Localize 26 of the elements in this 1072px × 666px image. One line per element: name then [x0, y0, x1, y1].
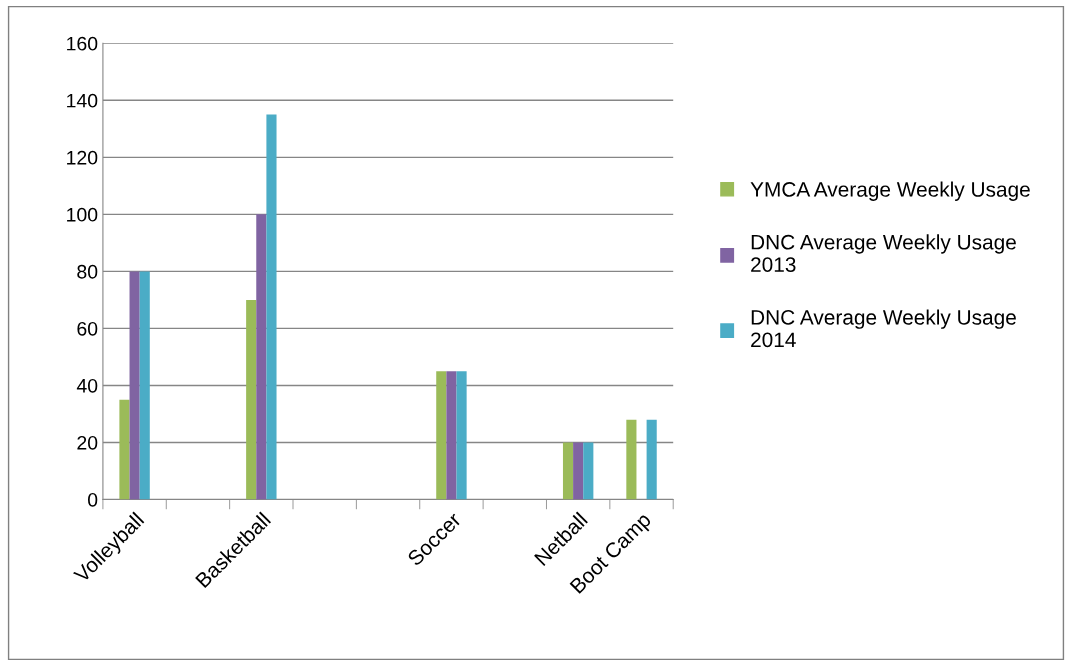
bar — [562, 442, 574, 500]
bar — [583, 442, 594, 500]
bar — [139, 271, 150, 500]
y-tick-label: 160 — [67, 36, 98, 51]
legend-label: DNC Average Weekly Usage 2013 — [751, 234, 1016, 272]
bar — [573, 442, 584, 500]
y-tick-label: 40 — [76, 378, 98, 393]
y-tick-label: 140 — [67, 93, 98, 108]
y-tick-label: 120 — [67, 150, 98, 165]
y-tick-label: 20 — [77, 435, 98, 450]
y-tick-label: 0 — [88, 492, 98, 507]
bar — [626, 419, 637, 500]
bar — [246, 299, 257, 500]
y-tick-label: 80 — [77, 264, 98, 279]
bar — [456, 371, 467, 500]
legend-label: DNC Average Weekly Usage 2014 — [751, 309, 1016, 348]
bar — [446, 371, 457, 500]
bar — [119, 399, 130, 500]
bar — [266, 114, 277, 500]
y-tick-label: 60 — [77, 321, 98, 336]
y-tick-label: 100 — [67, 207, 98, 222]
bar — [129, 271, 140, 500]
legend-label: YMCA Average Weekly Usage — [750, 181, 1030, 201]
bar — [646, 419, 657, 500]
bar — [436, 371, 447, 500]
bar — [256, 214, 267, 500]
